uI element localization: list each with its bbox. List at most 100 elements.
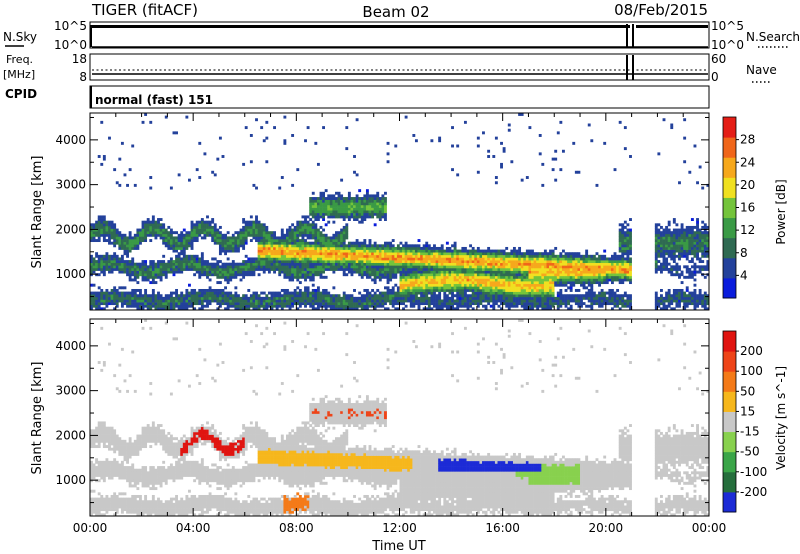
- heatmap-cell: [528, 257, 532, 261]
- heatmap-cell: [440, 244, 444, 248]
- heatmap-cell: [198, 265, 202, 269]
- heatmap-cell: [574, 257, 578, 261]
- heatmap-cell: [525, 283, 529, 287]
- heatmap-cell: [154, 304, 158, 308]
- heatmap-cell: [389, 246, 393, 250]
- heatmap-cell: [373, 304, 377, 308]
- heatmap-cell: [280, 262, 284, 266]
- heatmap-cell: [260, 302, 264, 306]
- heatmap-cell: [154, 270, 158, 274]
- heatmap-cell: [329, 215, 333, 219]
- heatmap-cell: [518, 254, 522, 258]
- heatmap-cell: [556, 299, 560, 303]
- heatmap-cell: [244, 126, 248, 130]
- heatmap-cell: [608, 275, 612, 279]
- heatmap-cell: [433, 294, 436, 298]
- heatmap-cell: [433, 296, 436, 300]
- heatmap-cell: [474, 283, 478, 287]
- heatmap-cell: [327, 197, 331, 200]
- heatmap-cell: [551, 299, 555, 303]
- heatmap-cell: [231, 244, 235, 248]
- heatmap-cell: [443, 254, 447, 258]
- heatmap-cell: [309, 278, 313, 282]
- heatmap-cell: [572, 281, 576, 285]
- heatmap-cell: [322, 199, 326, 203]
- heatmap-cell: [314, 257, 318, 261]
- heatmap-cell: [365, 257, 369, 261]
- heatmap-cell: [574, 288, 578, 292]
- heatmap-cell: [453, 257, 457, 261]
- heatmap-cell: [559, 273, 563, 277]
- heatmap-cell: [368, 270, 372, 274]
- heatmap-cell: [120, 299, 124, 303]
- heatmap-cell: [218, 294, 222, 298]
- heatmap-cell: [115, 262, 119, 266]
- heatmap-cell: [396, 291, 400, 295]
- heatmap-cell: [154, 296, 158, 300]
- heatmap-cell: [182, 239, 186, 243]
- heatmap-cell: [293, 273, 297, 277]
- heatmap-cell: [337, 231, 341, 235]
- heatmap-cell: [458, 278, 462, 282]
- heatmap-cell: [265, 160, 269, 164]
- heatmap-cell: [100, 291, 104, 295]
- heatmap-cell: [314, 262, 318, 266]
- heatmap-cell: [492, 283, 496, 287]
- heatmap-cell: [288, 302, 292, 306]
- heatmap-cell: [378, 278, 382, 282]
- heatmap-cell: [164, 241, 168, 245]
- heatmap-cell: [131, 241, 135, 245]
- heatmap-cell: [92, 291, 96, 295]
- heatmap-cell: [572, 252, 576, 256]
- heatmap-cell: [316, 288, 320, 292]
- heatmap-cell: [574, 296, 578, 300]
- heatmap-cell: [463, 304, 467, 308]
- heatmap-cell: [332, 194, 336, 198]
- heatmap-cell: [288, 296, 292, 300]
- heatmap-cell: [314, 197, 318, 200]
- heatmap-cell: [327, 249, 331, 253]
- heatmap-cell: [438, 260, 442, 264]
- heatmap-cell: [440, 246, 444, 250]
- heatmap-cell: [402, 262, 405, 266]
- heatmap-cell: [368, 252, 372, 256]
- heatmap-cell: [304, 304, 307, 308]
- heatmap-cell: [458, 299, 462, 303]
- heatmap-cell: [417, 283, 421, 287]
- heatmap-cell: [131, 304, 135, 308]
- heatmap-cell: [577, 302, 581, 306]
- heatmap-cell: [298, 241, 302, 245]
- heatmap-cell: [520, 304, 524, 308]
- heatmap-cell: [580, 254, 583, 258]
- heatmap-cell: [288, 273, 292, 277]
- heatmap-cell: [118, 244, 122, 248]
- heatmap-cell: [435, 246, 439, 250]
- heatmap-cell: [386, 244, 390, 248]
- heatmap-cell: [126, 246, 129, 250]
- heatmap-cell: [518, 257, 522, 261]
- heatmap-cell: [402, 257, 405, 261]
- cpid-value: normal (fast) 151: [95, 93, 213, 107]
- heatmap-cell: [554, 149, 558, 153]
- heatmap-cell: [247, 307, 251, 311]
- heatmap-cell: [373, 249, 377, 253]
- heatmap-cell: [608, 278, 612, 282]
- heatmap-cell: [420, 273, 424, 277]
- heatmap-cell: [327, 241, 331, 245]
- heatmap-cell: [567, 265, 571, 269]
- heatmap-cell: [458, 262, 462, 266]
- heatmap-cell: [123, 291, 127, 295]
- heatmap-cell: [123, 262, 127, 266]
- heatmap-cell: [394, 252, 398, 256]
- heatmap-cell: [564, 302, 568, 306]
- heatmap-cell: [110, 260, 114, 264]
- heatmap-cell: [97, 267, 101, 271]
- heatmap-cell: [154, 262, 158, 266]
- heatmap-cell: [564, 296, 568, 300]
- heatmap-cell: [543, 307, 547, 311]
- heatmap-cell: [120, 254, 124, 258]
- heatmap-cell: [159, 273, 163, 277]
- heatmap-cell: [402, 296, 405, 300]
- heatmap-cell: [102, 155, 106, 158]
- heatmap-cell: [358, 197, 362, 200]
